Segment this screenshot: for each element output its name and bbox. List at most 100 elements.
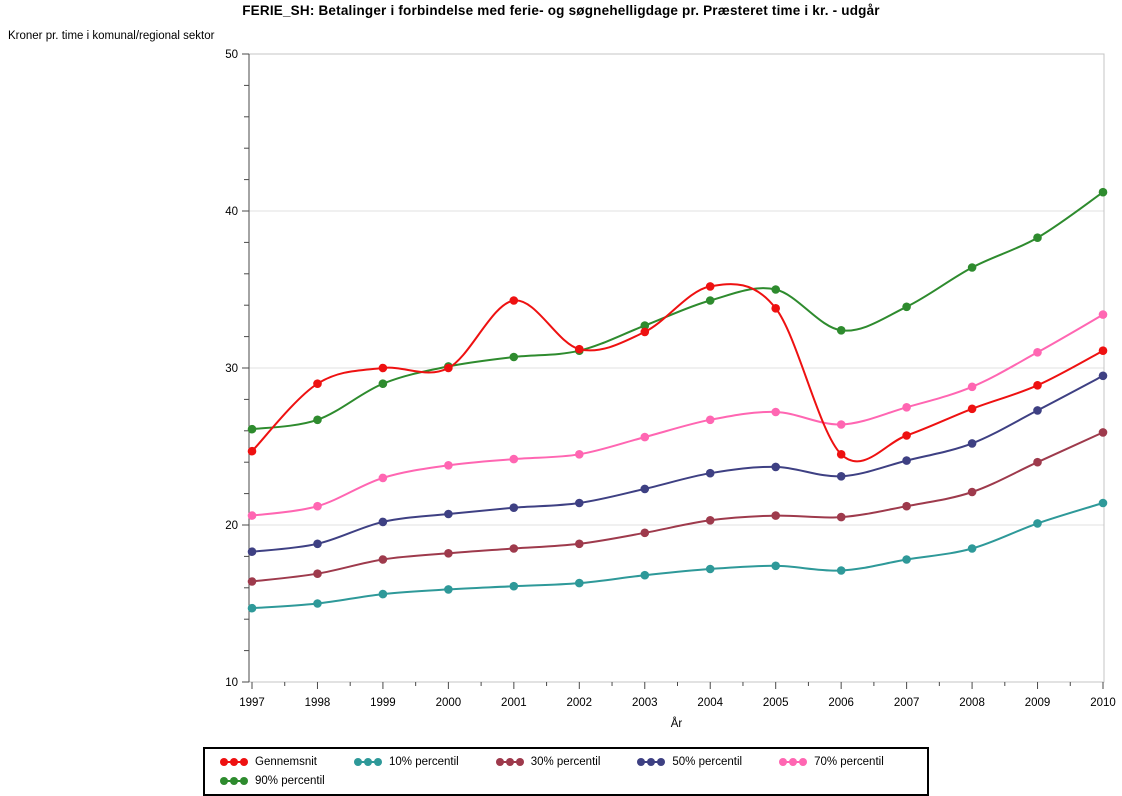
series-point-gennemsnit-1999 <box>378 363 388 373</box>
series-point-70-percentil-2009 <box>1033 348 1042 357</box>
series-point-30-percentil-1997 <box>247 577 257 586</box>
series-line-gennemsnit <box>251 283 1104 463</box>
series-point-50-percentil-2007 <box>902 456 911 465</box>
series-point-50-percentil-1998 <box>313 539 322 549</box>
series-point-30-percentil-2010 <box>1098 428 1108 437</box>
series-point-30-percentil-1998 <box>313 569 322 578</box>
series-point-50-percentil-2004 <box>705 468 715 478</box>
series-point-10-percentil-2010 <box>1098 498 1108 508</box>
series-point-10-percentil-2002 <box>575 578 584 588</box>
x-tick-label: 1999 <box>370 697 396 709</box>
series-point-70-percentil-2004 <box>705 415 715 425</box>
series-point-70-percentil-2000 <box>444 461 453 470</box>
series-point-gennemsnit-2007 <box>902 431 911 440</box>
x-tick-label: 2007 <box>894 697 920 709</box>
legend-marker-70-percentil-icon <box>779 757 808 766</box>
series-point-90-percentil-1997 <box>247 424 257 434</box>
series-point-90-percentil-2001 <box>509 352 519 362</box>
y-tick-label: 10 <box>225 677 238 689</box>
legend-item-70-percentil: 70% percentil <box>778 756 884 768</box>
series-point-90-percentil-1998 <box>313 415 322 425</box>
x-axis-title: År <box>670 718 683 730</box>
x-tick-label: 2009 <box>1025 697 1051 709</box>
series-line-30-percentil <box>251 431 1104 583</box>
legend-marker-90-percentil-icon <box>220 776 248 785</box>
series-point-10-percentil-1998 <box>313 599 322 608</box>
series-point-gennemsnit-1997 <box>247 446 257 456</box>
legend-label: 70% percentil <box>814 755 884 768</box>
series-point-gennemsnit-2010 <box>1098 346 1108 356</box>
series-point-30-percentil-2009 <box>1033 457 1042 467</box>
series-point-90-percentil-1999 <box>378 379 388 389</box>
series-point-gennemsnit-2003 <box>640 327 650 337</box>
legend-item-50-percentil: 50% percentil <box>636 756 742 768</box>
series-point-10-percentil-1999 <box>378 589 388 599</box>
series-point-70-percentil-1998 <box>313 501 322 511</box>
y-tick-label: 30 <box>225 363 238 375</box>
x-tick-label: 2008 <box>959 697 985 709</box>
series-point-70-percentil-2006 <box>836 420 846 429</box>
legend-item-10-percentil: 10% percentil <box>353 756 459 768</box>
series-point-50-percentil-2006 <box>836 472 846 481</box>
series-point-30-percentil-2007 <box>902 501 911 511</box>
series-point-70-percentil-2008 <box>967 382 977 392</box>
series-point-gennemsnit-2006 <box>836 450 846 459</box>
series-point-10-percentil-2008 <box>967 544 977 553</box>
series-point-90-percentil-2007 <box>902 302 911 312</box>
legend-item-30-percentil: 30% percentil <box>495 755 601 768</box>
series-point-10-percentil-2001 <box>509 581 519 591</box>
series-point-70-percentil-2010 <box>1098 310 1108 319</box>
legend-item-90-percentil: 90% percentil <box>219 775 325 787</box>
series-point-gennemsnit-2002 <box>575 344 584 354</box>
legend-item-gennemsnit: Gennemsnit <box>219 756 317 768</box>
series-line-10-percentil <box>251 502 1104 610</box>
series-point-50-percentil-2009 <box>1033 406 1042 415</box>
series-point-90-percentil-2008 <box>967 263 977 272</box>
series-point-50-percentil-2008 <box>967 439 977 448</box>
series-point-30-percentil-2005 <box>771 511 780 520</box>
series-point-30-percentil-2003 <box>640 528 650 538</box>
series-point-30-percentil-2008 <box>967 487 977 497</box>
series-point-90-percentil-2004 <box>705 296 715 305</box>
series-point-70-percentil-2003 <box>640 432 650 442</box>
series-point-90-percentil-2010 <box>1098 187 1108 197</box>
x-tick-label: 2005 <box>763 697 789 709</box>
series-point-50-percentil-2010 <box>1098 371 1108 381</box>
series-point-10-percentil-2004 <box>705 564 715 574</box>
series-point-70-percentil-2005 <box>771 407 780 417</box>
legend-marker-50-percentil-icon <box>637 757 666 766</box>
x-tick-label: 2001 <box>501 697 527 709</box>
series-point-10-percentil-2006 <box>836 566 846 575</box>
series-point-70-percentil-2002 <box>575 450 584 459</box>
legend-row-2: 90% percentil <box>219 771 927 790</box>
x-tick-label: 2004 <box>697 697 723 709</box>
x-tick-label: 1997 <box>239 697 265 709</box>
y-tick-label: 50 <box>225 49 238 61</box>
series-point-70-percentil-1997 <box>247 511 257 520</box>
series-point-gennemsnit-2000 <box>444 363 453 373</box>
series-line-90-percentil <box>251 191 1104 431</box>
series-point-90-percentil-2003 <box>640 321 650 330</box>
series-point-50-percentil-2000 <box>444 509 453 519</box>
series-point-90-percentil-2006 <box>836 326 846 335</box>
legend-marker-gennemsnit-icon <box>220 757 248 766</box>
y-axis-title: Kroner pr. time i komunal/regional sekto… <box>8 30 215 42</box>
series-point-gennemsnit-2009 <box>1033 381 1042 390</box>
series-point-10-percentil-2009 <box>1033 519 1042 528</box>
series-point-50-percentil-2002 <box>575 498 584 508</box>
x-tick-label: 2002 <box>567 697 593 709</box>
series-point-30-percentil-2000 <box>444 549 453 558</box>
legend: Gennemsnit 10% percentil 30% percentil 5… <box>203 747 929 796</box>
series-point-30-percentil-2002 <box>575 539 584 549</box>
x-tick-label: 2006 <box>828 697 854 709</box>
legend-marker-30-percentil-icon <box>495 757 524 766</box>
series-point-50-percentil-2005 <box>771 462 780 472</box>
series-point-30-percentil-1999 <box>378 555 388 564</box>
legend-marker-10-percentil-icon <box>354 757 383 766</box>
series-point-gennemsnit-2004 <box>705 282 715 291</box>
x-tick-label: 2000 <box>436 697 462 709</box>
legend-label: 30% percentil <box>530 755 601 768</box>
series-point-10-percentil-2005 <box>771 561 780 571</box>
series-point-10-percentil-1997 <box>247 603 257 613</box>
